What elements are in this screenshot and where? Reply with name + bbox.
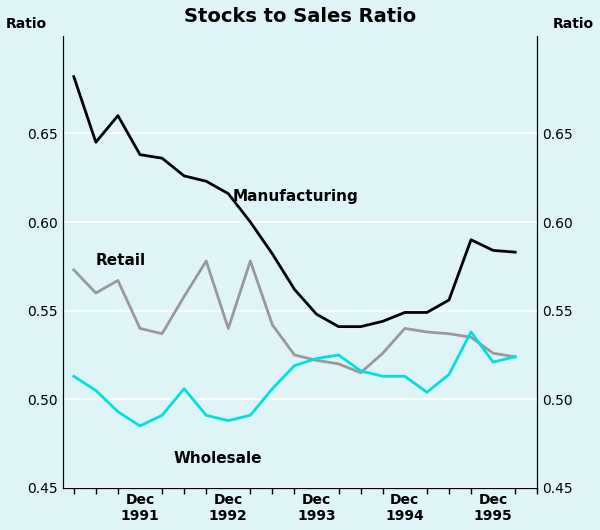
Text: Ratio: Ratio	[6, 17, 47, 31]
Text: Wholesale: Wholesale	[173, 451, 262, 466]
Text: Ratio: Ratio	[553, 17, 594, 31]
Text: Manufacturing: Manufacturing	[233, 189, 358, 204]
Title: Stocks to Sales Ratio: Stocks to Sales Ratio	[184, 7, 416, 26]
Text: Retail: Retail	[96, 253, 146, 268]
